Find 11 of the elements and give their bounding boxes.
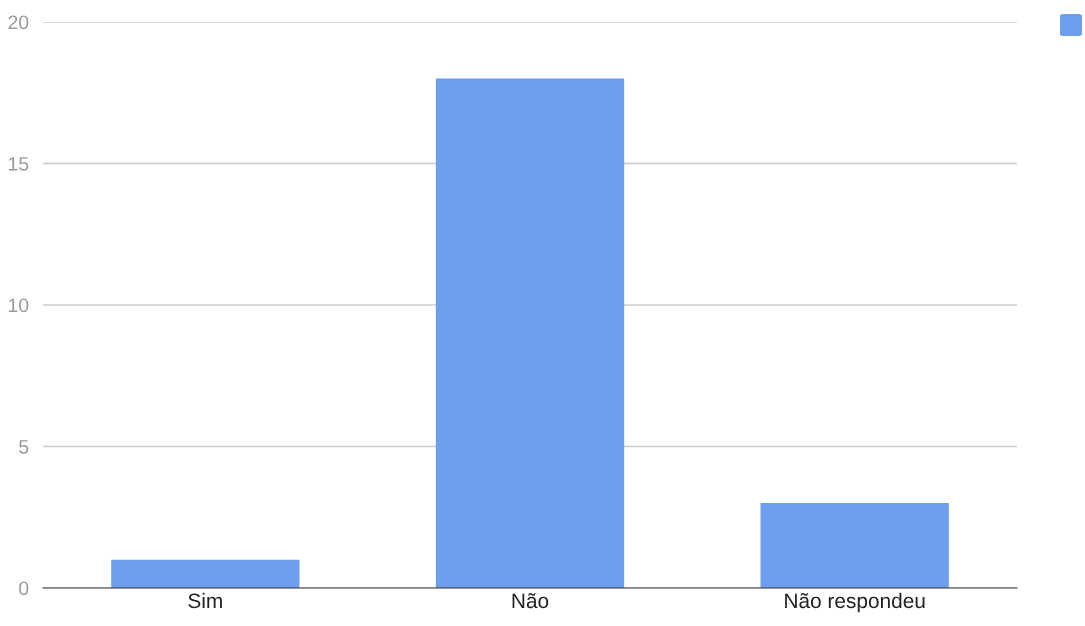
bar	[760, 503, 949, 588]
x-tick-label: Não respondeu	[785, 592, 925, 613]
x-tick-label: Não	[512, 593, 549, 609]
bar	[435, 78, 625, 588]
y-tick-label: 0	[19, 581, 29, 596]
bar	[111, 559, 300, 588]
y-tick-label: 20	[8, 15, 29, 30]
y-tick-label: 15	[8, 157, 29, 171]
x-tick-label: Sim	[188, 592, 222, 609]
y-tick-label: 5	[19, 440, 29, 454]
y-tick-label: 10	[8, 298, 29, 313]
